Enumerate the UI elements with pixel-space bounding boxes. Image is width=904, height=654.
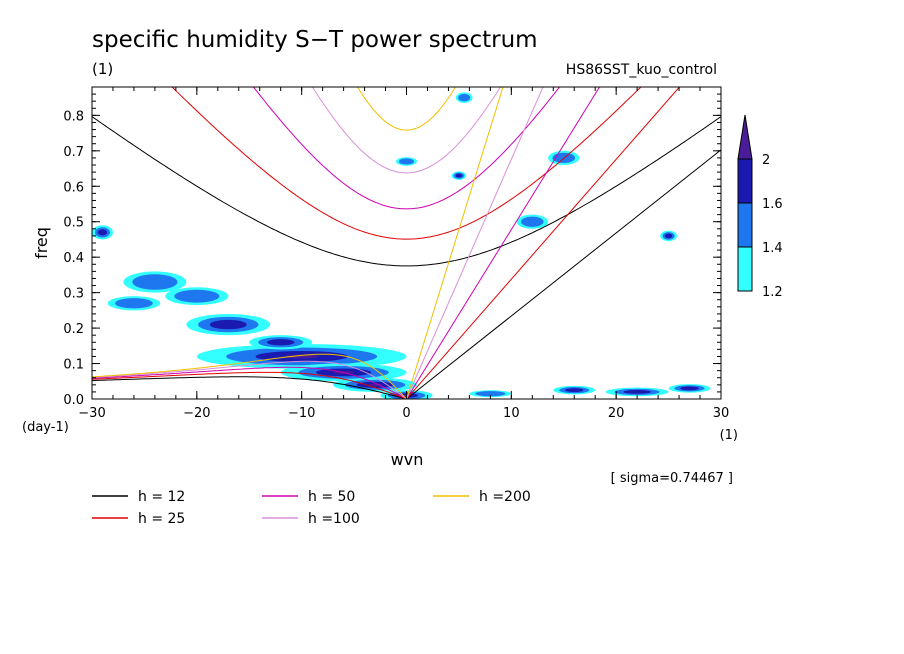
y-axis: 0.0 0.1 0.2 0.3 0.4 0.5 0.6 0.7 0.8	[63, 93, 721, 408]
contour-region	[284, 354, 319, 359]
colorbar-label: 1.6	[762, 197, 783, 212]
x-tick-label: −20	[183, 406, 210, 421]
x-tick-label: 30	[713, 406, 730, 421]
contour-region	[521, 216, 544, 227]
y-tick-label: 0.3	[63, 287, 84, 302]
title-units: (1)	[92, 60, 113, 78]
rossby-wave-50	[92, 366, 407, 399]
colorbar-segment	[737, 158, 753, 204]
contour-region	[399, 158, 414, 165]
y-tick-label: 0.0	[63, 393, 84, 408]
contour-region	[664, 233, 673, 239]
gravity-wave-100	[311, 87, 502, 174]
colorbar-top-arrow	[737, 114, 753, 160]
contour-region	[132, 274, 178, 290]
legend-label: h = 12	[138, 489, 185, 505]
run-label: HS86SST_kuo_control	[566, 62, 717, 78]
legend-label: h =100	[308, 511, 360, 527]
plot-frame	[91, 86, 722, 400]
contour-region	[115, 298, 153, 309]
y-tick-label: 0.1	[63, 358, 84, 373]
gravity-wave-200	[356, 87, 457, 131]
kelvin-wave-12	[406, 149, 721, 399]
contour-region	[455, 173, 463, 178]
contour-region	[623, 390, 651, 394]
x-axis-units: (1)	[720, 428, 738, 443]
contour-region	[266, 339, 295, 346]
contour-region	[565, 388, 584, 393]
contour-region	[97, 229, 108, 236]
legend-label: h = 50	[308, 489, 355, 505]
rossby-wave-25	[92, 371, 407, 399]
kelvin-wave-200	[406, 87, 504, 399]
legend-label: h = 25	[138, 511, 185, 527]
x-tick-label: 10	[503, 406, 520, 421]
y-tick-label: 0.2	[63, 322, 84, 337]
gravity-wave-12	[92, 116, 721, 267]
y-tick-label: 0.5	[63, 216, 84, 231]
x-tick-label: 0	[402, 406, 410, 421]
y-tick-label: 0.6	[63, 180, 84, 195]
dispersion-curves	[92, 87, 721, 399]
x-tick-label: 20	[608, 406, 625, 421]
contour-region	[475, 391, 506, 397]
rossby-wave-12	[92, 376, 407, 399]
sigma-note: [ sigma=0.74467 ]	[611, 471, 733, 486]
rossby-wave-200	[92, 353, 407, 399]
y-tick-label: 0.7	[63, 145, 84, 160]
x-tick-label: −30	[78, 406, 105, 421]
curve-legend: h = 12 h = 25 h = 50 h =100 h =200	[92, 489, 531, 527]
y-axis-label: freq	[32, 227, 51, 259]
contour-layer	[92, 92, 711, 399]
x-tick-label: −10	[288, 406, 315, 421]
x-axis-label: wvn	[391, 450, 424, 469]
x-axis: −30 −20 −10 0 10 20 30	[78, 87, 729, 421]
colorbar-label: 1.4	[762, 241, 783, 256]
contour-region	[680, 386, 699, 391]
colorbar-segment	[737, 202, 753, 248]
legend-label: h =200	[479, 489, 531, 505]
contour-region	[174, 289, 220, 303]
y-tick-label: 0.4	[63, 251, 84, 266]
gravity-wave-25	[171, 87, 642, 240]
y-tick-label: 0.8	[63, 109, 84, 124]
colorbar: 1.2 1.4 1.6 2	[737, 114, 783, 300]
kelvin-wave-50	[406, 87, 601, 399]
gravity-wave-50	[252, 87, 561, 210]
contour-region	[209, 319, 247, 330]
rossby-wave-100	[92, 360, 407, 399]
contour-region	[458, 93, 471, 102]
colorbar-label: 1.2	[762, 285, 783, 300]
kelvin-wave-25	[406, 87, 681, 399]
colorbar-label: 2	[762, 153, 770, 168]
y-axis-units: (day-1)	[22, 420, 69, 435]
kelvin-wave-100	[406, 87, 544, 399]
colorbar-segment	[737, 246, 753, 292]
chart-title: specific humidity S−T power spectrum	[92, 27, 538, 53]
